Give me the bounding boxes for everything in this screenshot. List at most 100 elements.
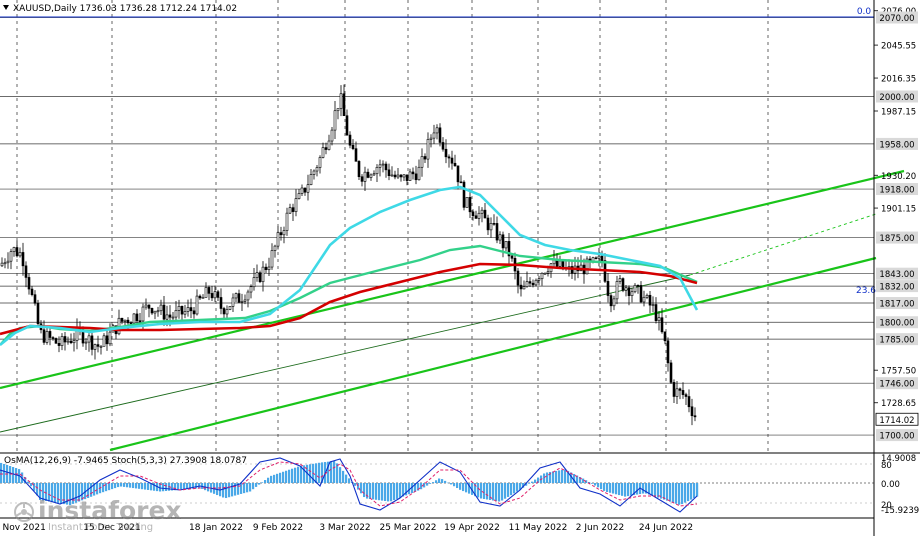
osma-bar: [234, 483, 237, 496]
candle-body: [345, 115, 349, 136]
candle-body: [210, 293, 214, 299]
osma-bar: [633, 483, 636, 496]
current-price-text: 1714.02: [879, 416, 914, 426]
osma-bar: [495, 483, 498, 502]
osma-bar: [261, 482, 264, 483]
level-badge-text: 1918.00: [879, 186, 914, 196]
candle-body: [396, 174, 400, 178]
candle-body: [138, 320, 142, 323]
price-tick-label: 2045.55: [881, 42, 916, 52]
candle-body: [30, 288, 34, 295]
candle-body: [195, 295, 199, 315]
candle-body: [375, 166, 379, 175]
osma-bar: [243, 483, 246, 494]
candle-body: [309, 174, 313, 185]
candle-body: [645, 294, 649, 298]
osma-bar: [192, 483, 195, 489]
osma-bar: [3, 463, 6, 483]
candle-body: [273, 245, 277, 251]
stoch-signal-line[interactable]: [0, 461, 698, 507]
osc-tick-label: 20: [881, 501, 892, 511]
candle-body: [426, 139, 430, 160]
channel-lower-line[interactable]: [109, 256, 877, 452]
candle-body: [3, 262, 7, 265]
candle-body: [231, 297, 235, 307]
candle-body: [651, 304, 655, 306]
candle-body: [285, 212, 289, 231]
candle-body: [516, 270, 520, 286]
candle-body: [129, 322, 133, 325]
candle-body: [480, 209, 484, 214]
osma-bar: [15, 468, 18, 483]
candle-body: [63, 336, 67, 343]
dropdown-triangle-icon[interactable]: [3, 5, 9, 10]
osma-bar: [660, 483, 663, 499]
candle-body: [96, 344, 100, 347]
candle-body: [444, 148, 448, 158]
ma-fast-line[interactable]: [0, 185, 699, 347]
osma-bar: [444, 480, 447, 483]
osma-bar: [615, 483, 618, 495]
osma-bar: [678, 483, 681, 505]
candle-body: [258, 272, 262, 283]
osma-bar: [180, 483, 183, 490]
level-badge: [876, 429, 918, 442]
candle-body: [21, 252, 25, 267]
osma-bar: [621, 483, 624, 496]
candle-body: [165, 314, 169, 320]
osma-bar: [630, 483, 633, 496]
osma-bar: [231, 483, 234, 497]
candle-body: [678, 388, 682, 391]
osma-bar: [453, 483, 456, 487]
candle-body: [147, 304, 151, 309]
channel-mid-line[interactable]: [0, 274, 691, 433]
candle-body: [378, 164, 382, 168]
channel-upper-line[interactable]: [0, 169, 905, 390]
candle-body: [681, 390, 685, 395]
osma-bar: [345, 474, 348, 483]
osma-bar: [591, 483, 594, 484]
candle-body: [102, 335, 106, 347]
symbol-header: XAUUSD,Daily 1736.03 1736.28 1712.24 171…: [3, 4, 237, 14]
osma-bar: [138, 483, 141, 489]
candle-body: [240, 301, 244, 303]
candle-body: [675, 388, 679, 397]
osma-bar: [309, 464, 312, 483]
osma-bar: [252, 483, 255, 490]
osma-bar: [72, 483, 75, 504]
candle-body: [663, 331, 667, 342]
osma-bar: [150, 483, 153, 491]
stoch-main-line[interactable]: [0, 457, 698, 513]
osma-bar: [489, 483, 492, 500]
level-badge-text: 1746.00: [879, 380, 914, 390]
osma-bar: [549, 471, 552, 483]
osma-bar: [177, 483, 180, 490]
candle-body: [672, 382, 676, 397]
candle-body: [429, 137, 433, 140]
candle-body: [123, 319, 127, 322]
osma-bar: [438, 478, 441, 483]
ma-slow-line[interactable]: [0, 262, 698, 336]
candle-body: [84, 341, 88, 344]
osma-bar: [375, 483, 378, 500]
osma-bar: [132, 483, 135, 489]
osma-bar: [162, 483, 165, 492]
osma-bar: [75, 483, 78, 503]
candle-body: [534, 279, 538, 286]
osma-bar: [399, 483, 402, 498]
candle-body: [666, 340, 670, 364]
osma-bar: [387, 483, 390, 502]
candle-body: [414, 173, 418, 181]
candle-body: [36, 302, 40, 325]
osma-bar: [672, 483, 675, 503]
candle-body: [522, 286, 526, 290]
date-label: 25 Mar 2022: [379, 523, 436, 533]
level-badge: [876, 11, 918, 24]
candle-body: [447, 156, 451, 159]
candle-body: [180, 305, 184, 315]
trend-channel: [0, 169, 905, 452]
candle-body: [594, 257, 598, 260]
osma-bar: [579, 477, 582, 483]
